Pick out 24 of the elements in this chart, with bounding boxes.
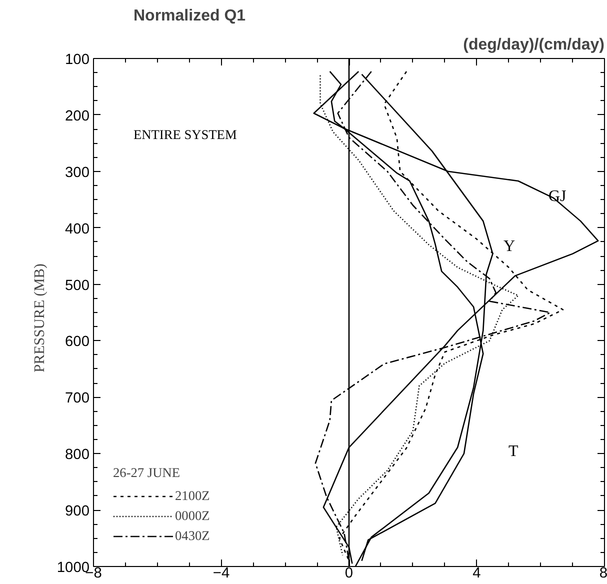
chart-subtitle: (deg/day)/(cm/day) (463, 36, 604, 54)
y-tick-label: 800 (65, 447, 90, 464)
y-tick-label: 300 (65, 164, 90, 181)
y-axis-title: PRESSURE (MB) (32, 264, 48, 372)
y-tick-label: 200 (65, 108, 90, 124)
legend-title: 26-27 JUNE (113, 465, 182, 481)
y-tick-label: 600 (65, 334, 90, 350)
annotation: Y (504, 238, 516, 255)
annotation: T (508, 443, 518, 460)
x-tick-label: 8 (599, 566, 607, 582)
y-tick-label: 100 (65, 52, 90, 68)
y-tick-label: 400 (65, 221, 90, 238)
y-tick-label: 500 (65, 278, 90, 294)
chart-title: Normalized Q1 (134, 8, 246, 24)
x-tick-label: 0 (344, 566, 354, 582)
y-tick-label: 700 (65, 390, 90, 407)
legend-label: 2100Z (175, 488, 210, 504)
annotation: GJ (548, 188, 566, 205)
legend-label: 0000Z (175, 508, 210, 524)
x-tick-label: −4 (212, 566, 230, 582)
legend-label: 0430Z (175, 528, 210, 544)
x-tick-label: 4 (472, 566, 481, 582)
annotation: ENTIRE SYSTEM (134, 127, 237, 142)
y-tick-label: 900 (65, 504, 90, 520)
